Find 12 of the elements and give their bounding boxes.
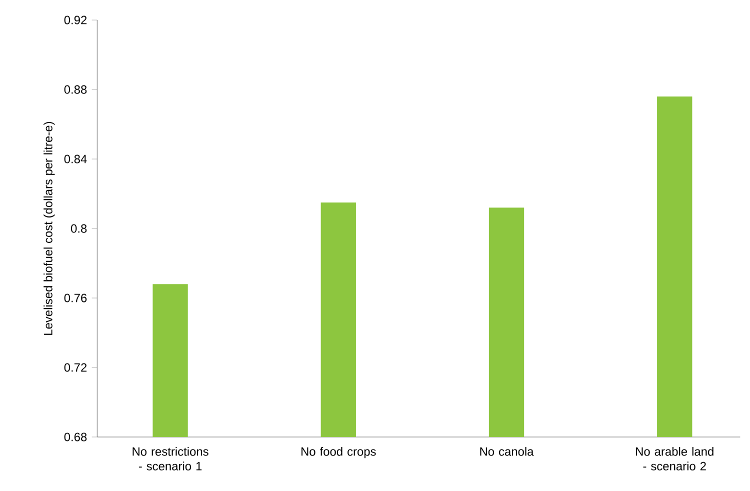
x-tick-label: No restrictions - scenario 1 xyxy=(132,446,208,470)
y-tick-label: 0.76 xyxy=(64,294,87,302)
y-tick-label: 0.72 xyxy=(64,363,87,372)
y-tick-label: 0.84 xyxy=(64,154,87,164)
x-tick-label: No canola xyxy=(480,446,534,456)
y-tick-label: 0.8 xyxy=(70,224,87,233)
y-tick-label: 0.92 xyxy=(64,16,87,24)
x-tick-label: No arable land - scenario 2 xyxy=(636,446,714,470)
y-axis-title: Levelised biofuel cost (dollars per litre-e) xyxy=(44,122,55,335)
y-tick-label: 0.68 xyxy=(64,432,87,442)
y-tick-label: 0.88 xyxy=(64,85,87,94)
x-tick-label: No food crops xyxy=(301,446,376,458)
